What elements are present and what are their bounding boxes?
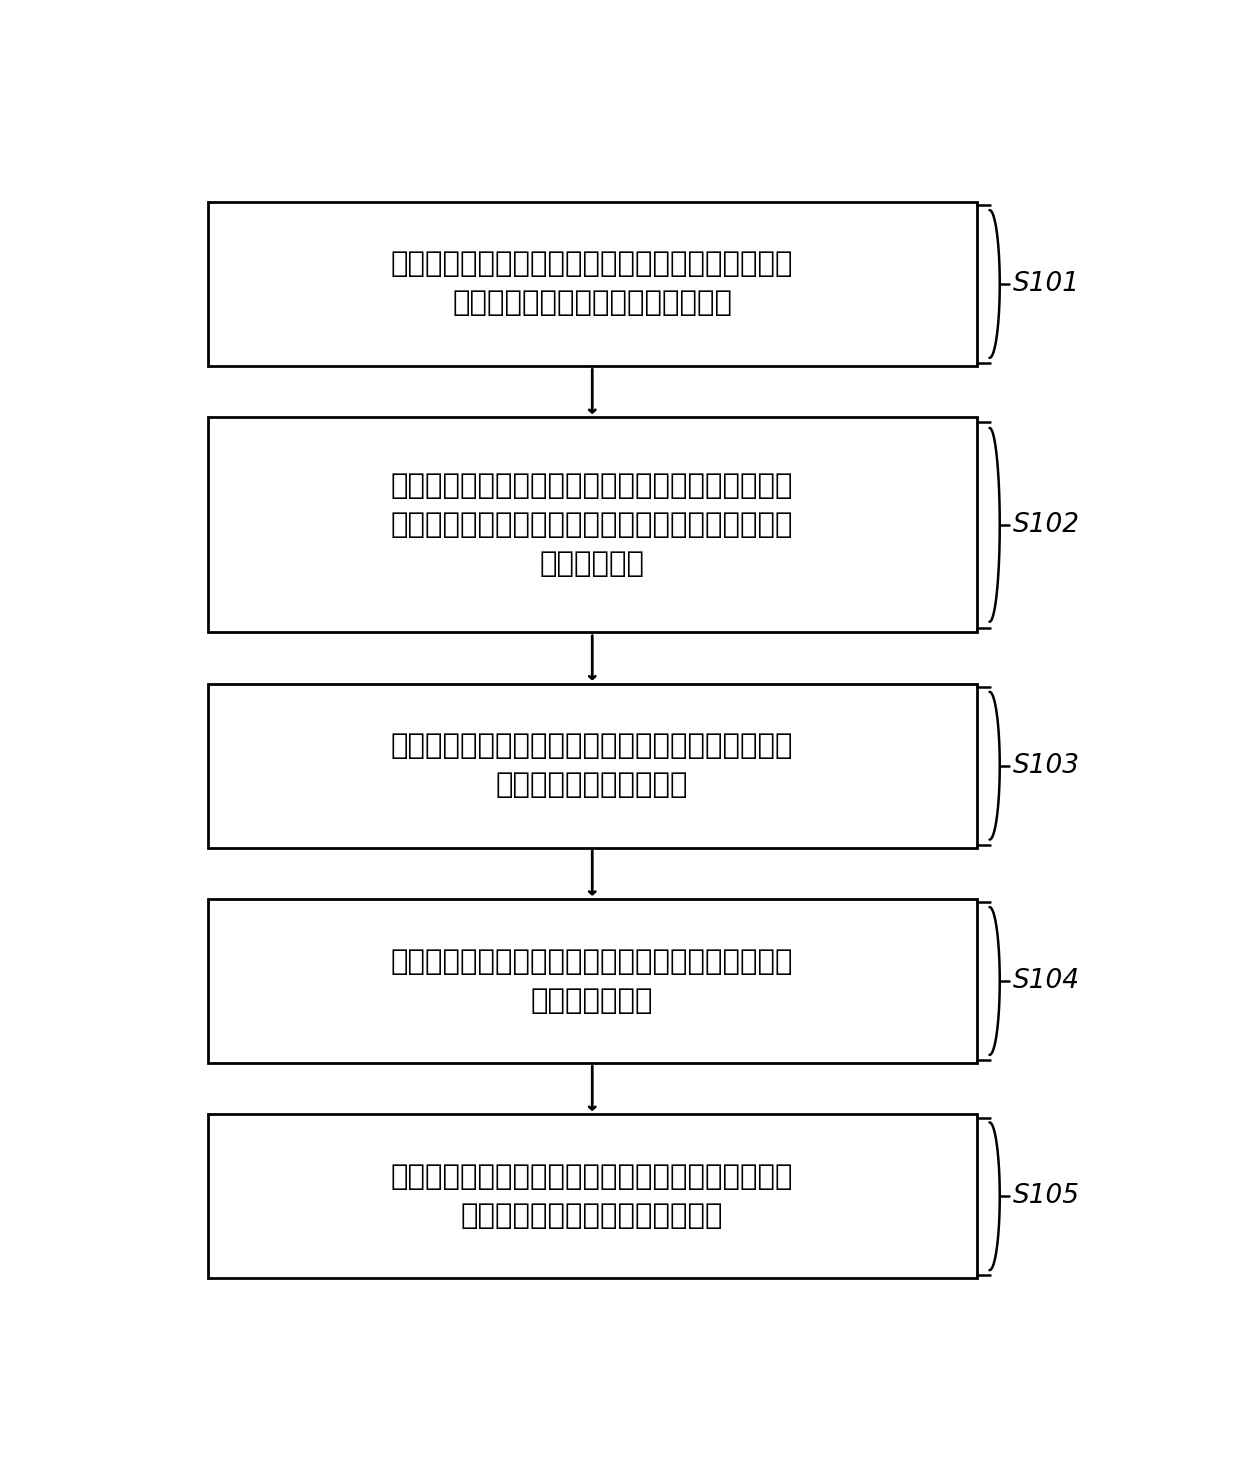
- Bar: [208, 417, 977, 633]
- Text: 在有极性电子元器件生产过程中，在有极性电子元器
件的立体面上喷印可被扫描识别介质: 在有极性电子元器件生产过程中，在有极性电子元器 件的立体面上喷印可被扫描识别介质: [391, 251, 794, 318]
- Text: S101: S101: [1013, 271, 1080, 297]
- Bar: [208, 684, 977, 847]
- Bar: [208, 1114, 977, 1279]
- Text: 根据扫描结果，判断有极性电子元器件在电路板上的
极性安装、焊接是否正确: 根据扫描结果，判断有极性电子元器件在电路板上的 极性安装、焊接是否正确: [391, 732, 794, 799]
- Bar: [208, 201, 977, 366]
- Text: 将有极性电子元器件的检测结果进行记录，并上传生
产信息化数据库: 将有极性电子元器件的检测结果进行记录，并上传生 产信息化数据库: [391, 948, 794, 1015]
- Text: S103: S103: [1013, 752, 1080, 779]
- Text: S102: S102: [1013, 512, 1080, 538]
- Text: S105: S105: [1013, 1184, 1080, 1209]
- Bar: [208, 900, 977, 1063]
- Text: S104: S104: [1013, 968, 1080, 994]
- Text: 在电子类产品成品出厂检工序中核对生产信息化数据
库中有极性电子元器件的检测结果: 在电子类产品成品出厂检工序中核对生产信息化数据 库中有极性电子元器件的检测结果: [391, 1163, 794, 1229]
- Text: 在电子类产品生产线电子元器件插件安装焊接后，控
制扫描器自动扫描有极性电子元器件立体面上的可被
扫描识别介质: 在电子类产品生产线电子元器件插件安装焊接后，控 制扫描器自动扫描有极性电子元器件…: [391, 472, 794, 577]
